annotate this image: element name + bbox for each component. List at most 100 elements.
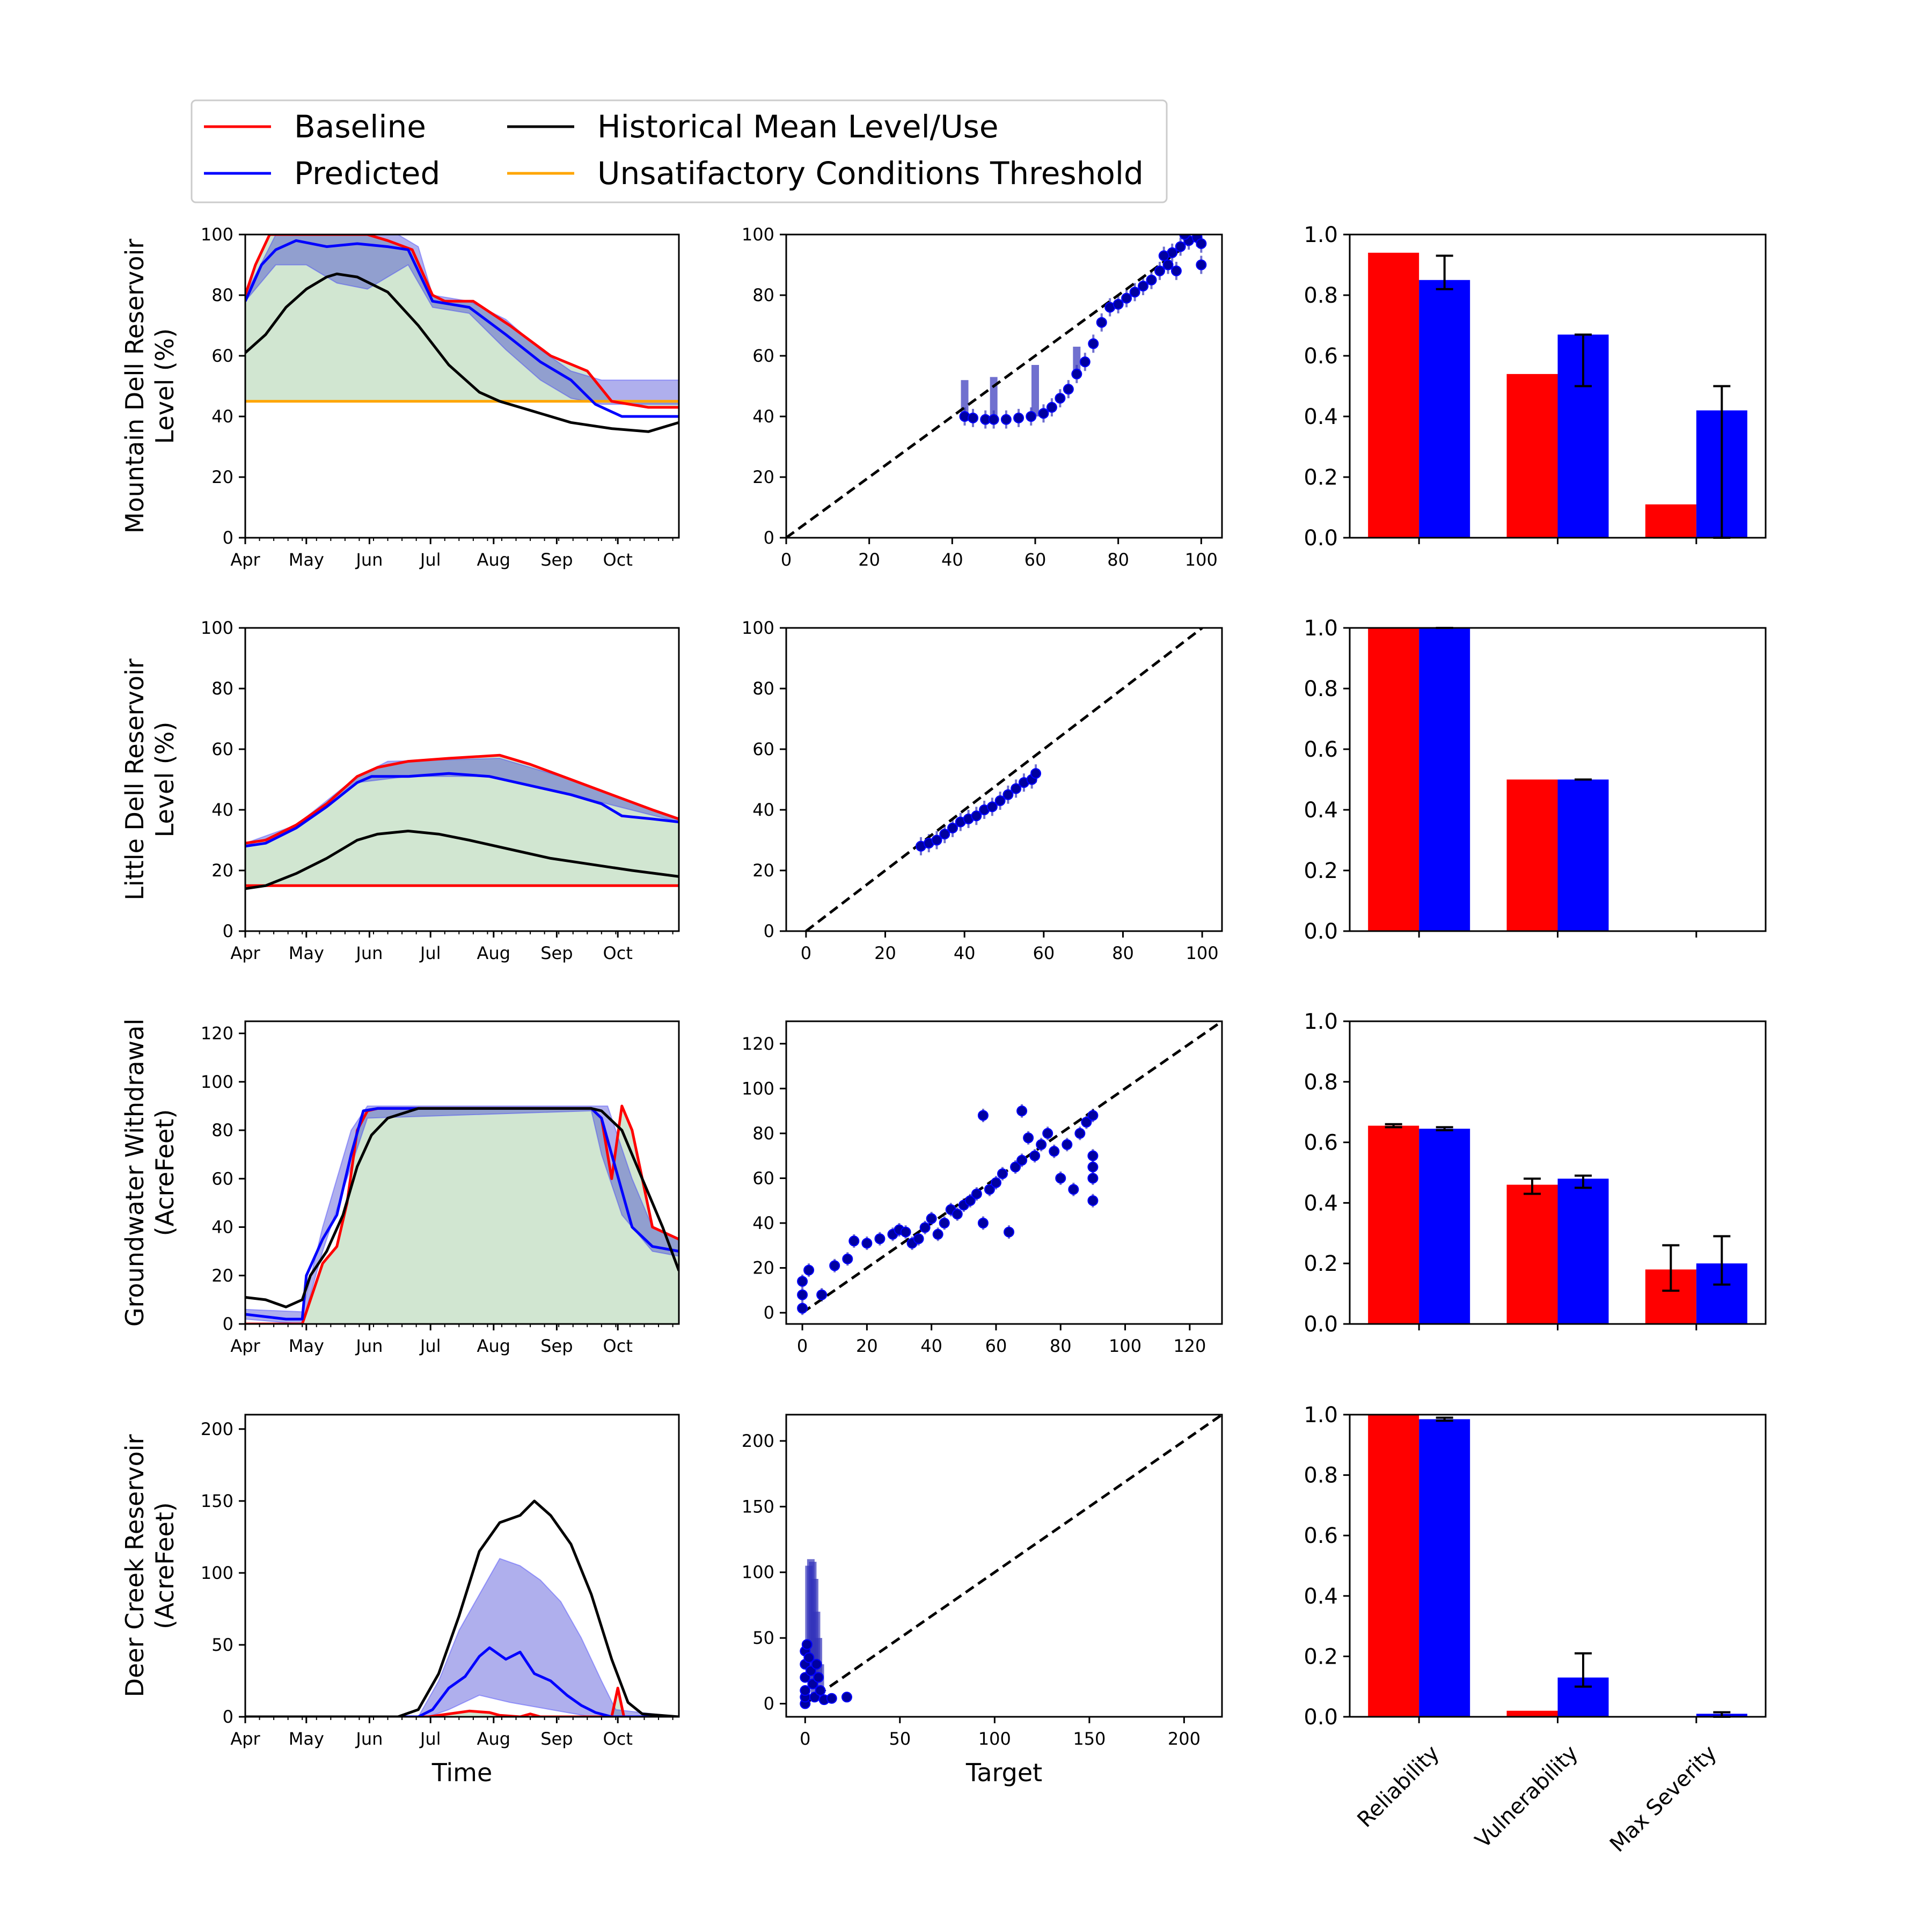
y-tick-label: 0.8	[1304, 677, 1338, 701]
x-tick-label: 20	[858, 550, 880, 570]
scatter-point	[1074, 1128, 1086, 1139]
predicted-bar	[1419, 1129, 1470, 1324]
y-tick-label: 0	[223, 1314, 233, 1334]
panel-metrics-1: 0.0 0.2 0.4 0.6 0.8 1.0	[1304, 616, 1767, 944]
predicted-line	[245, 239, 679, 418]
x-tick-label: 200	[1168, 1729, 1201, 1749]
y-tick-label: 60	[752, 346, 774, 366]
scatter-point	[797, 1276, 808, 1287]
legend-frame	[191, 99, 1168, 203]
scatter-point	[994, 795, 1006, 807]
x-tick-label: Apr	[230, 1336, 260, 1356]
y-tick-label: 1.0	[1304, 1009, 1338, 1034]
scatter-point	[801, 1639, 813, 1650]
y-tick-label: 100	[201, 224, 233, 245]
scatter-point	[813, 1672, 824, 1683]
scatter-point	[947, 822, 958, 833]
historical-fill	[245, 755, 679, 886]
legend-label: Baseline	[294, 108, 426, 145]
scatter-point	[1129, 287, 1140, 298]
y-tick-label: 120	[201, 1023, 233, 1044]
baseline-bar	[1645, 504, 1696, 538]
historical-line	[245, 1499, 679, 1717]
y-tick-label: 0.0	[1304, 1312, 1338, 1337]
predicted-bar	[1419, 628, 1470, 931]
y-tick-label: 40	[752, 1213, 774, 1233]
scatter-point	[1055, 1173, 1066, 1184]
scatter-point	[952, 1209, 963, 1220]
scatter-point	[1063, 384, 1074, 395]
x-tick-label: 40	[954, 943, 976, 963]
panel-time-series-1: 0 20 40 60 80 100 Apr May Jun Jul Aug Sep Oct Little …	[120, 618, 680, 963]
predicted-bar	[1557, 1179, 1609, 1324]
scatter-point	[1088, 338, 1099, 349]
identity-line	[804, 1415, 1222, 1705]
y-tick-label: 50	[752, 1628, 774, 1648]
y-tick-label: 60	[752, 1168, 774, 1188]
scatter-point	[1004, 1226, 1015, 1238]
baseline-bar	[1368, 628, 1419, 931]
x-tick-label: 100	[1186, 943, 1219, 963]
scatter-point	[926, 1213, 937, 1224]
scatter-point	[1002, 789, 1014, 800]
predicted-line	[245, 772, 679, 848]
scatter-point	[1170, 265, 1182, 276]
x-tick-label: 120	[1173, 1336, 1206, 1356]
scatter-point	[842, 1253, 853, 1264]
scatter-point	[1087, 1150, 1099, 1161]
scatter-point	[986, 801, 998, 813]
scatter-point	[874, 1233, 885, 1245]
historical-line	[245, 1107, 679, 1308]
axes-frame	[1349, 1020, 1767, 1325]
scatter-point	[919, 1222, 931, 1233]
baseline-bar	[1368, 1125, 1419, 1324]
axes-frame	[244, 1020, 680, 1325]
scatter-point	[841, 1692, 852, 1703]
scatter-point	[1062, 1139, 1073, 1150]
axes-frame	[1349, 627, 1767, 932]
panel-metrics-2: 0.0 0.2 0.4 0.6 0.8 1.0	[1304, 1009, 1767, 1337]
baseline-bar	[1506, 374, 1558, 538]
x-tick-label: Jul	[419, 1336, 441, 1356]
y-tick-label: 0.0	[1304, 1705, 1338, 1730]
x-axis-label: Time	[431, 1758, 493, 1787]
x-tick-label: Jul	[419, 550, 441, 570]
axes-frame	[785, 1020, 1223, 1325]
x-tick-label: 100	[978, 1729, 1011, 1749]
y-tick-label: 60	[211, 1168, 233, 1189]
y-tick-label: 1.0	[1304, 616, 1338, 641]
x-tick-label: 60	[985, 1336, 1007, 1356]
y-tick-label: 0	[223, 1707, 233, 1727]
scatter-point	[1081, 1117, 1092, 1128]
scatter-point	[1087, 1110, 1099, 1121]
y-tick-label: 20	[211, 860, 233, 881]
y-tick-label: 0.2	[1304, 465, 1338, 490]
baseline-bar	[1368, 252, 1419, 538]
y-tick-label: 0	[223, 528, 233, 548]
x-tick-label: 60	[1024, 550, 1046, 570]
scatter-point	[913, 1233, 924, 1245]
y-tick-label: 80	[752, 1123, 774, 1144]
x-tick-label: Aug	[477, 943, 510, 963]
x-tick-label: Oct	[603, 550, 633, 570]
scatter-point	[988, 414, 999, 425]
x-tick-label: Jul	[419, 1729, 441, 1749]
y-tick-label: 40	[752, 800, 774, 820]
y-tick-label: 0.2	[1304, 1252, 1338, 1276]
scatter-point	[1010, 1161, 1021, 1173]
scatter-point	[971, 810, 982, 822]
y-tick-label: 60	[752, 739, 774, 759]
x-tick-label: Jun	[355, 943, 383, 963]
x-tick-label: 80	[1112, 943, 1134, 963]
historical-line	[245, 272, 679, 433]
x-tick-label: Oct	[603, 1729, 633, 1749]
y-axis-label: Little Dell ReservoirLevel (%)	[120, 658, 179, 901]
y-tick-label: 100	[201, 1072, 233, 1092]
y-tick-label: 1.0	[1304, 1403, 1338, 1428]
x-tick-label: May	[289, 550, 324, 570]
x-tick-label: May	[289, 1336, 324, 1356]
scatter-point	[971, 1188, 982, 1199]
y-tick-label: 80	[752, 678, 774, 699]
y-tick-label: 20	[211, 467, 233, 487]
